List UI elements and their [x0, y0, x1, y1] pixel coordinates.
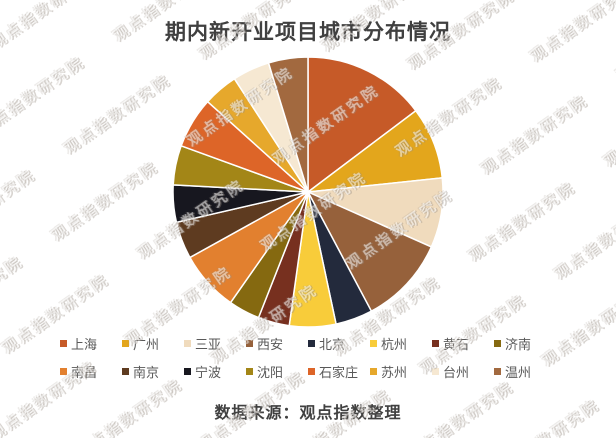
legend-label-nanjing: 南京 [133, 365, 160, 380]
legend-swatch-beijing [308, 340, 315, 347]
legend-item-shenyang: 沈阳 [246, 362, 308, 381]
legend-item-suzhou: 苏州 [370, 362, 432, 381]
legend-label-hangzhou: 杭州 [381, 337, 408, 352]
legend-item-nanjing: 南京 [122, 362, 184, 381]
legend-label-guangzhou: 广州 [133, 337, 160, 352]
legend-swatch-guangzhou [122, 340, 129, 347]
legend-label-xian: 西安 [257, 337, 284, 352]
legend-item-nanchang: 南昌 [60, 362, 122, 381]
legend-swatch-sanya [184, 340, 191, 347]
legend-swatch-nanjing [122, 368, 129, 375]
legend-label-taizhou: 台州 [443, 365, 470, 380]
legend-swatch-shijiazhuang [308, 368, 315, 375]
legend-item-taizhou: 台州 [432, 362, 494, 381]
pie-slice-xian [307, 191, 433, 312]
legend-item-jinan: 济南 [494, 334, 556, 353]
legend-label-huangshi: 黄石 [443, 337, 470, 352]
legend-swatch-xian [246, 340, 253, 347]
legend-label-ningbo: 宁波 [195, 365, 222, 380]
legend-swatch-shenyang [246, 368, 253, 375]
legend-label-suzhou: 苏州 [381, 365, 408, 380]
legend-label-nanchang: 南昌 [71, 365, 98, 380]
legend-swatch-jinan [494, 340, 501, 347]
legend-label-shijiazhuang: 石家庄 [319, 365, 359, 380]
legend-swatch-suzhou [370, 368, 377, 375]
legend-swatch-taizhou [432, 368, 439, 375]
legend-item-ningbo: 宁波 [184, 362, 246, 381]
pie-slice-shanghai [307, 56, 417, 193]
legend-label-shanghai: 上海 [71, 337, 98, 352]
legend-item-wenzhou: 温州 [494, 362, 556, 381]
legend-swatch-ningbo [184, 368, 191, 375]
pie-slice-wenzhou [267, 56, 309, 193]
legend-item-beijing: 北京 [308, 334, 370, 353]
legend-item-huangshi: 黄石 [432, 334, 494, 353]
legend-swatch-nanchang [60, 368, 67, 375]
legend-label-jinan: 济南 [505, 337, 532, 352]
legend-item-hangzhou: 杭州 [370, 334, 432, 353]
legend-item-shijiazhuang: 石家庄 [308, 362, 370, 381]
legend-swatch-huangshi [432, 340, 439, 347]
legend-label-sanya: 三亚 [195, 337, 222, 352]
chart-title: 期内新开业项目城市分布情况 [165, 21, 451, 44]
legend-item-xian: 西安 [246, 334, 308, 353]
legend-swatch-hangzhou [370, 340, 377, 347]
legend-item-shanghai: 上海 [60, 334, 122, 353]
legend-label-beijing: 北京 [319, 337, 346, 352]
legend: 上海 广州 三亚 西安 北京 杭州 黄石 济南南昌 南京 宁波 沈阳 石家庄 苏州 台州 温州 [60, 334, 556, 381]
legend-swatch-shanghai [60, 340, 67, 347]
legend-label-wenzhou: 温州 [505, 365, 532, 380]
legend-swatch-wenzhou [494, 368, 501, 375]
legend-item-guangzhou: 广州 [122, 334, 184, 353]
legend-item-sanya: 三亚 [184, 334, 246, 353]
legend-label-shenyang: 沈阳 [257, 365, 284, 380]
data-source-note: 数据来源：观点指数整理 [214, 405, 402, 422]
